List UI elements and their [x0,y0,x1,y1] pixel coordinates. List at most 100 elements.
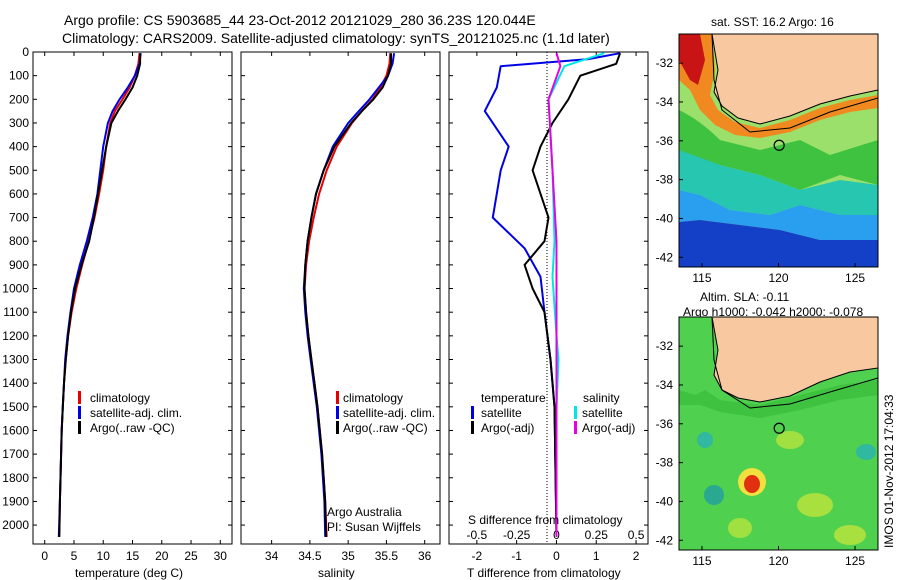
difference-panel: -2 -1 0 1 2-0.5 -0.25 0 0.25 0.5 S difference fr… [448,51,649,580]
legend-swatch-argo [78,421,81,434]
x-tick-label: 0 [553,549,560,563]
sla-isobath [711,317,878,409]
x-top-tick-label: -0.5 [467,528,488,542]
legend-swatch-climatology [336,391,339,404]
x-tick-label: 34 [265,549,279,563]
legend-swatch-s-argo [574,421,577,434]
x-top-tick-label: 0.25 [585,528,609,542]
salinity-axes-box [240,51,441,545]
legend-swatch-t-argo [471,421,474,434]
sst-warm-current [679,34,705,85]
sla-eddy-low-2 [704,485,724,505]
salinity-y-tick-marks [241,51,440,526]
map-y-tick-label: -34 [656,378,674,392]
temperature-x-ticks: 0 5 10 15 20 25 30 [41,52,227,563]
map-x-tick-label: 115 [692,271,711,285]
map-y-tick-label: -32 [656,339,674,353]
x-tick-label: -2 [472,549,483,563]
difference-top-xlabel: S difference from climatology [468,513,623,527]
map-x-tick-label: 115 [692,554,711,568]
annotation-pi: PI: Susan Wijffels [327,520,421,534]
australia-land-sst [711,34,878,125]
map-y-tick-label: -40 [656,211,674,225]
salinity-x-ticks: 34 34.5 35 35.5 36 [265,52,432,563]
map-y-tick-label: -38 [656,456,674,470]
x-top-tick-label: -0.25 [503,528,531,542]
legend-label-s-satellite: satellite [582,406,623,420]
sla-eddy-low [697,432,713,448]
legend-label-climatology: climatology [90,391,150,405]
sla-eddy-high-4 [776,431,804,449]
difference-series [483,52,622,537]
sla-map-title-line1: Altim. SLA: -0.11 [700,290,789,304]
x-tick-label: 34.5 [298,549,322,563]
x-tick-label: 10 [97,549,111,563]
sla-eddy-high-core [744,475,760,493]
temperature-axes-box [32,51,233,545]
figure-title-line1: Argo profile: CS 5903685_44 23-Oct-2012 … [64,12,536,28]
depth-tick-label: 300 [9,116,29,130]
difference-xlabel: T difference from climatology [467,566,621,580]
sst-map-image [679,34,878,267]
salinity-xlabel: salinity [318,566,355,580]
depth-tick-label: 1400 [2,376,29,390]
legend-swatch-satellite [336,406,339,419]
depth-tick-label: 1100 [3,305,29,319]
x-tick-label: 35.5 [375,549,399,563]
depth-tick-label: 700 [9,211,29,225]
legend-swatch-t-satellite [471,406,474,419]
depth-tick-label: 1700 [2,447,29,461]
sla-eddy-low-3 [856,444,876,460]
legend-swatch-s-satellite [574,406,577,419]
x-tick-label: -1 [511,549,522,563]
difference-x-ticks: -2 -1 0 1 2-0.5 -0.25 0 0.25 0.5 [467,52,645,563]
depth-tick-label: 200 [9,92,29,106]
map-x-tick-label: 125 [845,271,865,285]
sla-map-title-line2: Argo h1000: -0.042 h2000: -0.078 [683,305,863,319]
legend-swatch-satellite [78,406,81,419]
depth-tick-label: 900 [9,258,29,272]
legend-title-salinity: salinity [583,391,620,405]
depth-tick-label: 100 [9,69,29,83]
x-tick-label: 2 [633,549,640,563]
map-y-tick-label: -32 [656,56,674,70]
x-tick-label: 15 [126,549,140,563]
map-x-tick-label: 120 [768,554,788,568]
depth-tick-label: 1200 [2,329,29,343]
sla-eddy-high-5 [728,518,752,538]
salinity-panel: 34 34.5 35 35.5 36 salinity climatology sate… [240,51,441,580]
legend-label-argo: Argo(..raw -QC) [90,421,175,435]
sst-map-ticks: 115 120 125 -32 -34 -36 -38 -40 -42 [656,56,866,285]
map-y-tick-label: -42 [656,533,674,547]
sla-map-panel: Altim. SLA: -0.11 Argo h1000: -0.042 h20… [656,290,879,568]
argo-float-marker [773,139,785,151]
temperature-series [57,53,142,537]
depth-tick-labels: 0 100 200 300 400 500 600 700 800 900 1000 1100 1200… [2,45,232,532]
depth-tick-label: 1500 [2,400,29,414]
figure-title-line2: Climatology: CARS2009. Satellite-adjuste… [62,30,610,46]
depth-tick-label: 800 [9,234,29,248]
australia-land-sla [711,317,878,403]
depth-tick-label: 400 [9,140,29,154]
depth-tick-label: 1900 [2,494,29,508]
sla-shelf-band [679,380,878,418]
legend-swatch-argo [336,421,339,434]
legend-label-t-satellite: satellite [481,406,522,420]
map-y-tick-label: -34 [656,95,674,109]
x-tick-label: 36 [418,549,432,563]
map-y-tick-label: -36 [656,417,674,431]
map-y-tick-label: -38 [656,173,674,187]
x-tick-label: 1 [593,549,600,563]
sla-map-ticks: 115 120 125 -32 -34 -36 -38 -40 -42 [656,339,866,568]
depth-tick-label: 1600 [2,423,29,437]
x-tick-label: 0 [41,549,48,563]
depth-tick-label: 2000 [2,518,29,532]
difference-y-tick-marks [449,51,648,526]
depth-tick-label: 600 [9,187,29,201]
salinity-legend: climatology satellite-adj. clim. Argo(..… [336,391,435,435]
depth-tick-label: 1000 [2,282,29,296]
argo-float-marker [773,422,785,434]
temperature-legend: climatology satellite-adj. clim. Argo(..… [78,391,182,435]
map-x-tick-label: 125 [845,554,865,568]
legend-label-satellite: satellite-adj. clim. [90,406,182,420]
